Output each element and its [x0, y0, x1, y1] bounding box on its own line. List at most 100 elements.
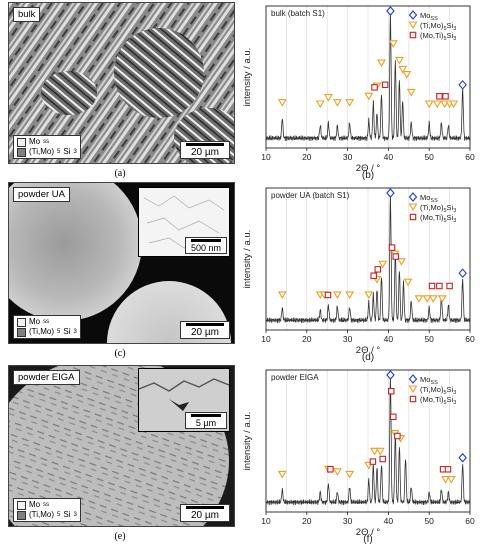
legend-entry: (Mo,Ti)5Si3: [420, 395, 456, 406]
diamond-peak-marker: [408, 374, 418, 384]
square-peak-marker: [409, 395, 417, 403]
diamond-peak-marker: [386, 370, 395, 380]
chart-legend: MoSS(Ti,Mo)5Si3(Mo,Ti)5Si3: [408, 374, 456, 406]
inset-image: 500 nm: [138, 187, 230, 257]
triangle-peak-marker: [315, 100, 325, 109]
x-tick-label: 30: [343, 516, 353, 526]
square-peak-marker: [388, 387, 395, 395]
triangle-peak-marker: [422, 295, 432, 303]
mo-swatch: [17, 137, 26, 147]
x-tick-label: 20: [302, 334, 312, 344]
square-peak-marker: [379, 455, 386, 463]
x-tick-label: 20: [302, 152, 312, 162]
xrd-chart-powder-ua: 10 20 30 40 50 60 2Θ / ° intensity / a.u. powder…: [238, 182, 480, 364]
xrd-svg: 10 20 30 40 50 60 2Θ / ° intensity / a.u. powder…: [242, 187, 475, 363]
square-peak-marker: [370, 272, 377, 280]
triangle-peak-marker: [408, 203, 418, 212]
inset-scale-bar: 5 µm: [185, 412, 227, 429]
x-tick-label: 50: [424, 516, 434, 526]
triangle-peak-marker: [402, 71, 412, 79]
triangle-peak-marker: [345, 470, 355, 479]
sem-image-powder-ua: powder UA 500 nm Mo ss (Ti,Mo) 5 Si 3 20 µm: [8, 182, 235, 344]
diamond-peak-marker: [386, 188, 395, 198]
triangle-peak-marker: [424, 100, 434, 109]
legend-entry: (Ti,Mo)5Si3: [420, 203, 456, 214]
diamond-peak-marker: [408, 10, 418, 20]
scale-bar: 20 µm: [180, 321, 230, 339]
square-peak-marker: [436, 282, 443, 290]
square-peak-marker: [394, 432, 401, 440]
x-tick-label: 20: [302, 516, 312, 526]
triangle-peak-marker: [428, 295, 438, 303]
triangle-peak-marker: [408, 385, 418, 394]
phase-legend: Mo ss (Ti,Mo) 5 Si 3: [13, 135, 81, 159]
square-peak-marker: [324, 291, 332, 299]
square-peak-marker: [428, 282, 436, 290]
scale-bar: 20 µm: [180, 504, 230, 522]
chart-legend: MoSS(Ti,Mo)5Si3(Mo,Ti)5Si3: [408, 10, 456, 42]
triangle-peak-marker: [378, 260, 388, 269]
scale-bar: 20 µm: [180, 141, 230, 159]
triangle-peak-marker: [449, 100, 459, 109]
square-peak-marker: [327, 466, 334, 473]
y-axis-label: intensity / a.u.: [242, 230, 253, 289]
sample-label: powder EIGA: [13, 370, 80, 385]
x-axis-label: 2Θ / °: [356, 345, 381, 356]
triangle-peak-marker: [414, 295, 424, 303]
square-peak-marker: [436, 93, 443, 100]
triangle-peak-marker: [432, 100, 442, 109]
x-tick-label: 30: [343, 334, 353, 344]
chart-caption: (d): [362, 352, 374, 363]
triangle-peak-marker: [370, 447, 379, 456]
x-tick-label: 50: [424, 334, 434, 344]
xrd-svg: 10 20 30 40 50 60 2Θ / ° intensity / a.u. powder…: [242, 369, 475, 545]
legend-entry: (Ti,Mo)5Si3: [420, 385, 456, 396]
triangle-peak-marker: [375, 447, 385, 456]
plot-frame: [265, 369, 471, 513]
silicide-swatch: [17, 147, 26, 157]
xrd-svg: 10 20 30 40 50 60 2Θ / ° intensity / a.u. bulk (…: [242, 5, 475, 181]
chart-annotation: powder UA (batch S1): [271, 191, 350, 200]
triangle-peak-marker: [396, 258, 406, 266]
diamond-peak-marker: [458, 79, 467, 90]
square-peak-marker: [409, 213, 417, 221]
legend-entry: (Mo,Ti)5Si3: [420, 213, 456, 224]
triangle-peak-marker: [332, 468, 342, 476]
x-tick-label: 60: [465, 152, 475, 162]
caption-c: (c): [114, 348, 126, 359]
inset-image: 5 µm: [138, 368, 230, 432]
x-tick-label: 40: [384, 334, 394, 344]
triangle-peak-marker: [388, 40, 398, 48]
square-peak-marker: [369, 458, 377, 465]
x-tick-label: 10: [261, 152, 271, 162]
x-axis-label: 2Θ / °: [356, 163, 381, 174]
phase-legend: Mo ss (Ti,Mo) 5 Si 3: [13, 498, 81, 522]
legend-entry: (Mo,Ti)5Si3: [420, 31, 456, 42]
chart-legend: MoSS(Ti,Mo)5Si3(Mo,Ti)5Si3: [408, 192, 456, 224]
mo-swatch: [17, 500, 26, 510]
x-tick-label: 40: [384, 152, 394, 162]
diamond-peak-marker: [386, 6, 395, 16]
x-tick-label: 10: [261, 516, 271, 526]
triangle-peak-marker: [364, 291, 374, 300]
x-axis-label: 2Θ / °: [356, 527, 381, 538]
legend-entry: MoSS: [420, 193, 438, 204]
triangle-peak-marker: [408, 21, 418, 30]
mo-swatch: [17, 317, 26, 327]
phase-legend: Mo ss (Ti,Mo) 5 Si 3: [13, 315, 81, 339]
triangle-peak-marker: [446, 475, 456, 484]
triangle-peak-marker: [403, 278, 413, 287]
triangle-peak-marker: [437, 295, 447, 303]
square-peak-marker: [409, 31, 417, 39]
diamond-peak-marker: [408, 192, 418, 202]
xrd-spectrum-line: [265, 9, 470, 142]
square-peak-marker: [381, 81, 389, 89]
square-peak-marker: [374, 266, 382, 273]
chart-annotation: bulk (batch S1): [271, 9, 325, 18]
square-peak-marker: [444, 466, 452, 473]
triangle-peak-marker: [345, 291, 355, 300]
triangle-peak-marker: [406, 88, 416, 97]
triangle-peak-marker: [277, 99, 287, 107]
xrd-spectrum-line: [265, 374, 471, 506]
diamond-peak-marker: [458, 268, 467, 279]
